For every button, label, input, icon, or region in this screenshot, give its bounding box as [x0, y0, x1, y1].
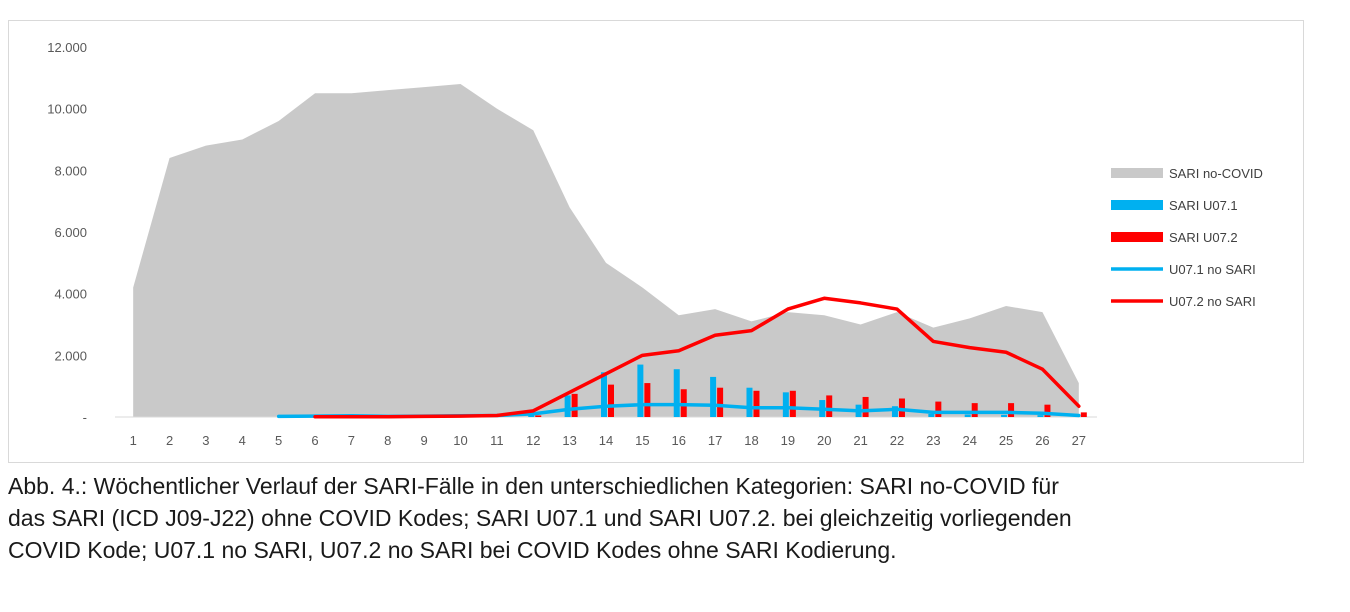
x-tick-label: 2	[166, 433, 173, 448]
y-tick-label: -	[83, 410, 87, 425]
bar-sari-u07-2-w12	[535, 415, 542, 417]
bar-sari-u07-1-w14	[601, 372, 607, 417]
bar-sari-u07-2-w20	[826, 395, 833, 417]
bar-sari-u07-1-w17	[710, 376, 717, 417]
x-tick-label: 6	[311, 433, 318, 448]
x-tick-label: 23	[926, 433, 940, 448]
legend-label-sari-u07-2: SARI U07.2	[1169, 230, 1238, 245]
legend-label-sari-u07-1: SARI U07.1	[1169, 198, 1238, 213]
legend-label-u07-1-no-sari: U07.1 no SARI	[1169, 262, 1256, 277]
caption-line-2: das SARI (ICD J09-J22) ohne COVID Kodes;…	[8, 505, 1072, 531]
x-tick-label: 21	[853, 433, 867, 448]
x-tick-label: 7	[348, 433, 355, 448]
bar-sari-u07-2-w15	[644, 383, 651, 417]
line-u07-2-no-sari	[313, 296, 1081, 419]
y-tick-label: 8.000	[54, 163, 87, 178]
bar-sari-u07-1-w24	[964, 414, 971, 417]
caption-line-3: COVID Kode; U07.1 no SARI, U07.2 no SARI…	[8, 537, 897, 563]
bar-sari-u07-1-w26	[1037, 415, 1044, 417]
chart-frame: -2.000 4.000 6.000 8.000 10.000 12.000 1 2 3 4 5 6 7…	[8, 20, 1304, 463]
x-tick-label: 5	[275, 433, 282, 448]
legend-label-u07-2-no-sari: U07.2 no SARI	[1169, 294, 1256, 309]
x-tick-label: 18	[744, 433, 758, 448]
bar-sari-u07-2-w14	[608, 384, 614, 417]
y-tick-label: 10.000	[47, 102, 87, 117]
bar-sari-u07-2-w24	[971, 403, 978, 417]
area-sari-no-covid	[133, 84, 1079, 417]
bar-sari-u07-1-w12	[528, 415, 535, 417]
bar-sari-u07-2-w18	[753, 390, 760, 417]
bar-sari-u07-1-w22	[891, 406, 898, 417]
legend-swatch-sari-no-covid	[1111, 168, 1163, 178]
bar-sari-u07-2-w21	[862, 396, 869, 417]
x-tick-label: 26	[1035, 433, 1049, 448]
legend-swatch-sari-u07-2	[1111, 232, 1163, 242]
bar-sari-u07-2-w13	[571, 393, 578, 417]
x-tick-label: 12	[526, 433, 540, 448]
caption-line-1: Abb. 4.: Wöchentlicher Verlauf der SARI-…	[8, 473, 1059, 499]
legend-label-sari-no-covid: SARI no-COVID	[1169, 166, 1263, 181]
x-tick-label: 1	[130, 433, 137, 448]
bar-sari-u07-1-w16	[673, 369, 680, 417]
x-tick-label: 10	[453, 433, 467, 448]
bar-sari-u07-2-w22	[898, 398, 905, 417]
bar-sari-u07-2-w23	[935, 401, 942, 417]
y-tick-label: 6.000	[54, 225, 87, 240]
x-tick-label: 15	[635, 433, 649, 448]
figure-caption: Abb. 4.: Wöchentlicher Verlauf der SARI-…	[8, 470, 1338, 566]
y-tick-label: 2.000	[54, 348, 87, 363]
legend-swatch-sari-u07-1	[1111, 200, 1163, 210]
x-tick-label: 3	[202, 433, 209, 448]
x-tick-label: 25	[999, 433, 1013, 448]
y-tick-label: 12.000	[47, 40, 87, 55]
bar-sari-u07-1-w23	[928, 413, 935, 417]
x-tick-label: 16	[672, 433, 686, 448]
legend: SARI no-COVID SARI U07.1 SARI U07.2 U07.1 n…	[1111, 166, 1263, 309]
x-tick-label: 17	[708, 433, 722, 448]
x-tick-label: 19	[781, 433, 795, 448]
bar-sari-u07-1-w13	[564, 395, 571, 417]
x-tick-label: 20	[817, 433, 831, 448]
x-tick-label: 27	[1072, 433, 1086, 448]
bar-sari-u07-2-w19	[789, 390, 796, 417]
bar-sari-u07-1-w18	[746, 387, 753, 417]
bar-sari-u07-2-w26	[1044, 404, 1051, 417]
x-tick-label: 4	[239, 433, 246, 448]
bar-sari-u07-1-w25	[1001, 414, 1008, 417]
bar-sari-u07-2-w27	[1080, 412, 1087, 417]
bar-sari-u07-2-w25	[1008, 403, 1015, 417]
x-tick-label: 8	[384, 433, 391, 448]
x-tick-label: 22	[890, 433, 904, 448]
x-tick-label: 13	[562, 433, 576, 448]
x-tick-label: 9	[421, 433, 428, 448]
bar-sari-u07-1-w19	[782, 392, 789, 417]
y-tick-label: 4.000	[54, 287, 87, 302]
x-tick-label: 14	[599, 433, 613, 448]
bar-sari-u07-1-w15	[637, 364, 644, 417]
x-tick-label: 24	[962, 433, 976, 448]
bar-sari-u07-2-w17	[717, 387, 724, 417]
x-tick-label: 11	[490, 433, 504, 448]
